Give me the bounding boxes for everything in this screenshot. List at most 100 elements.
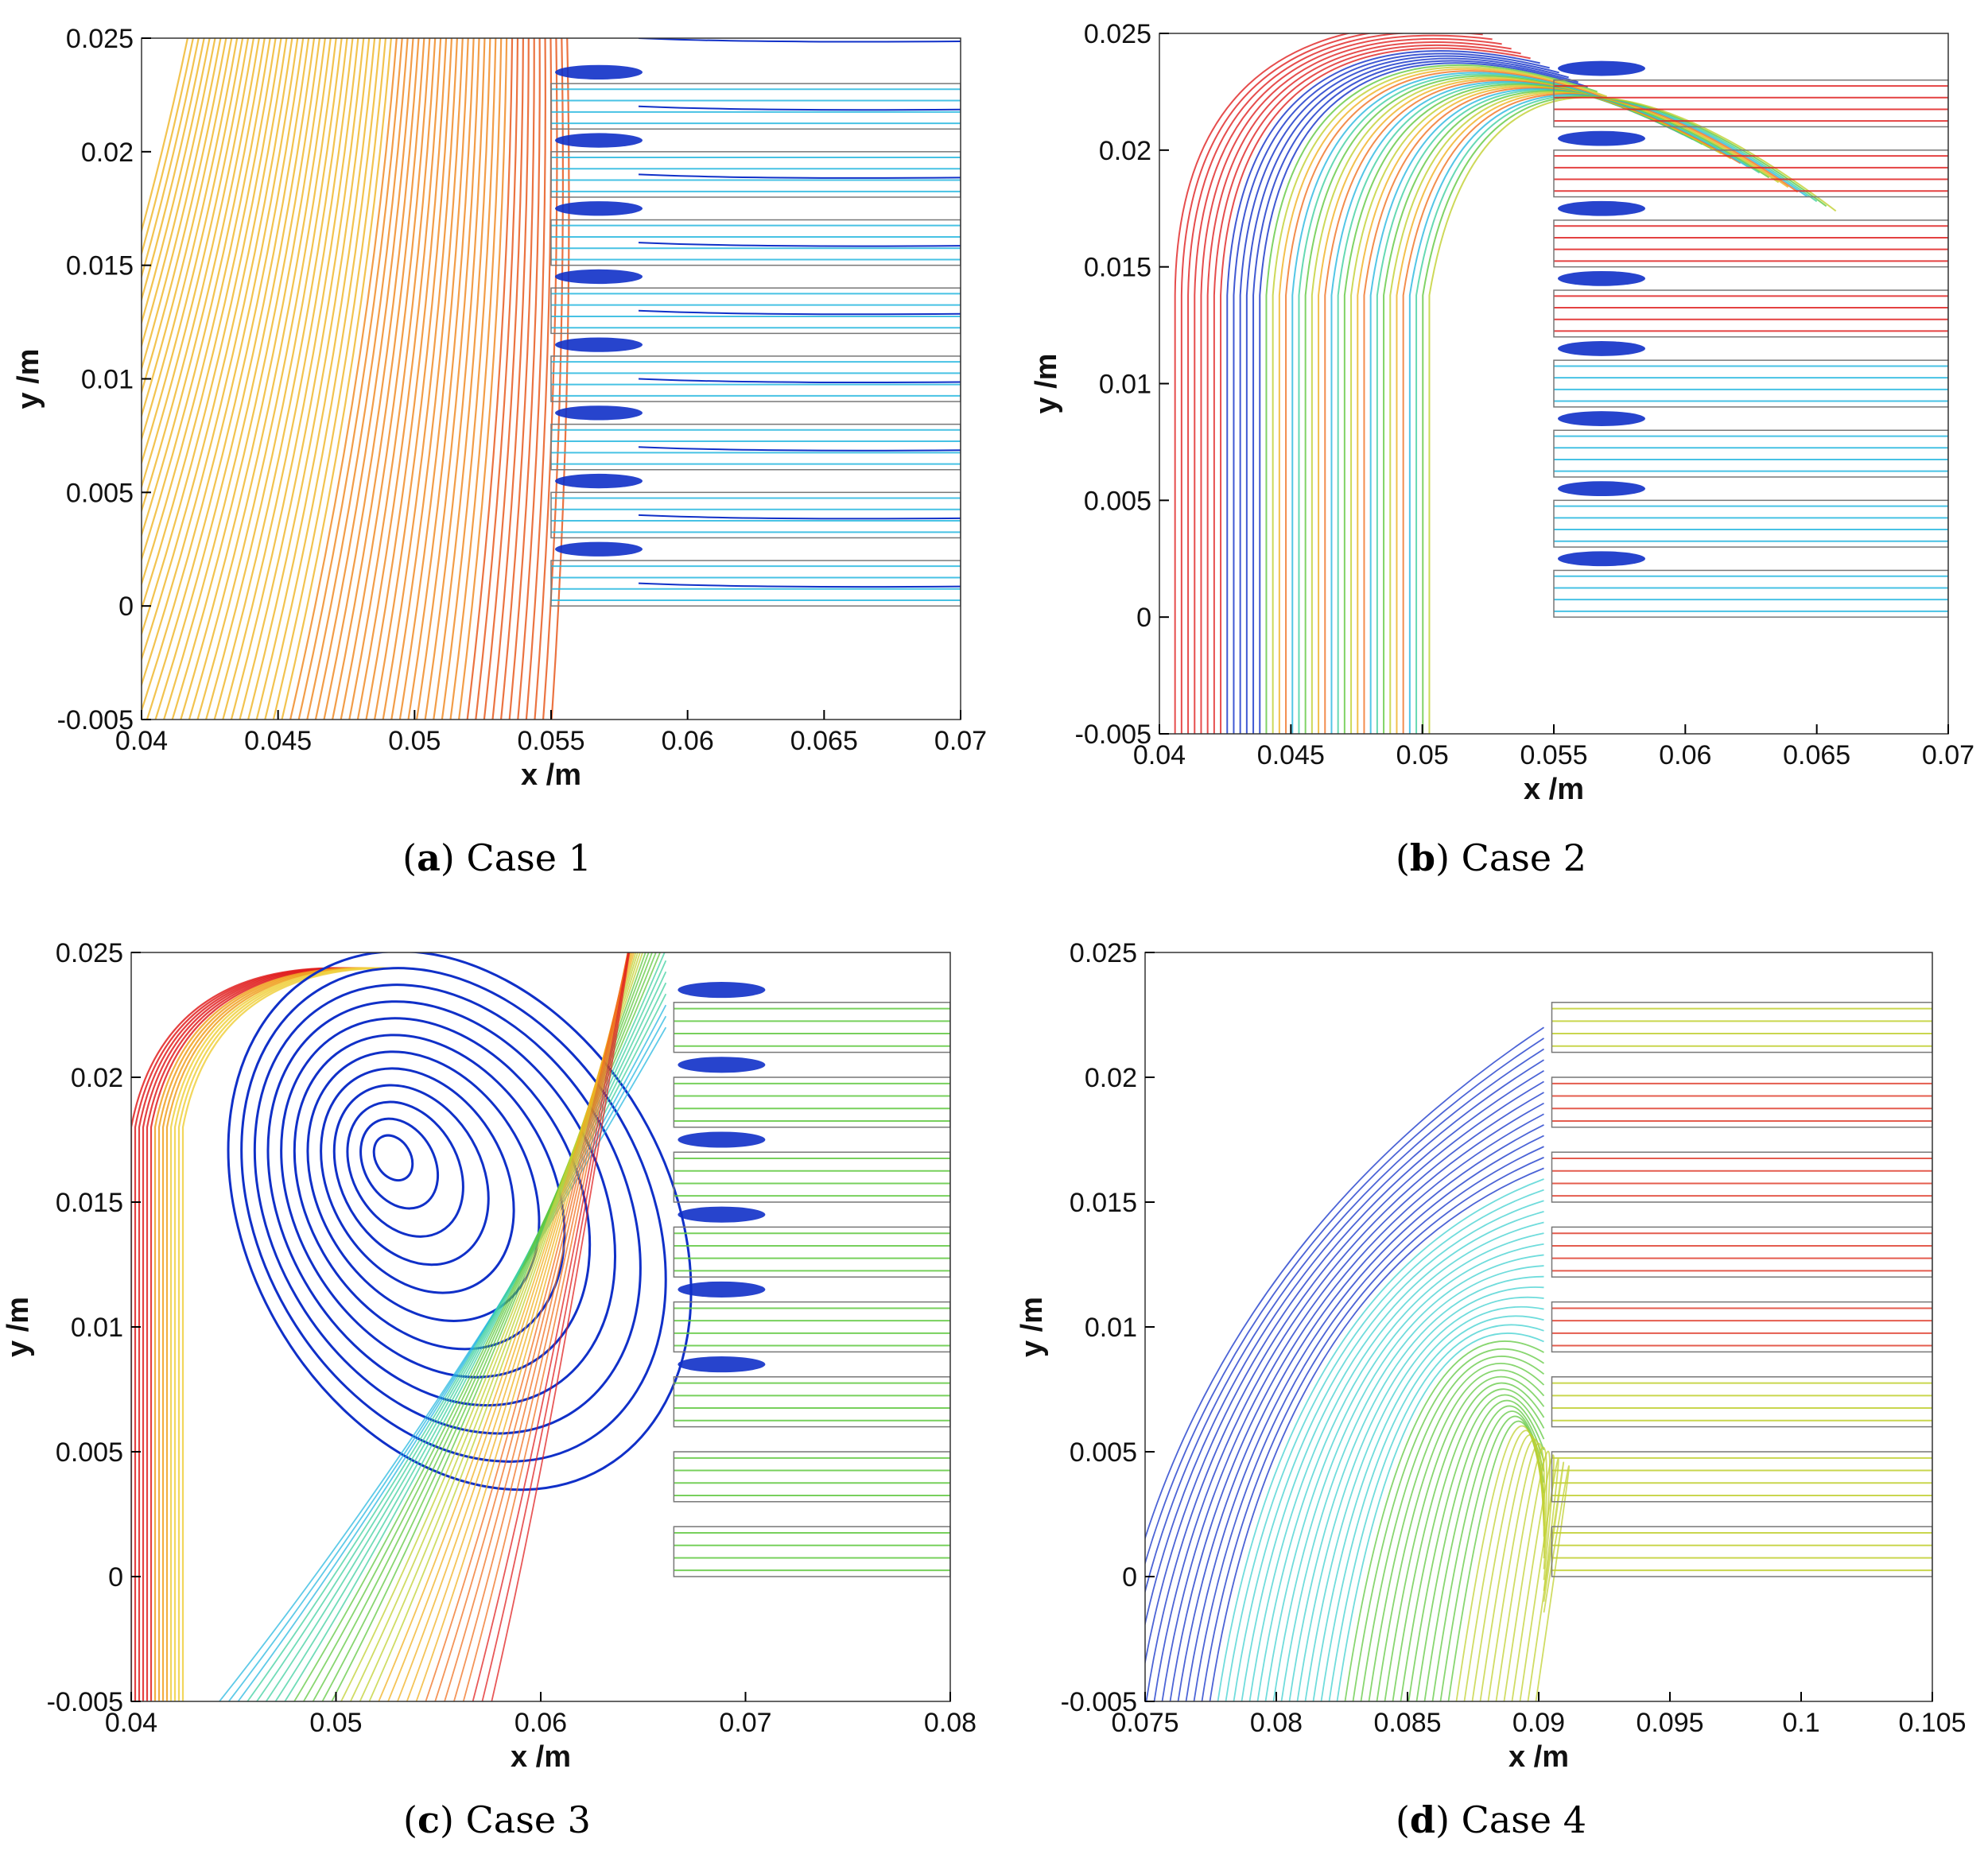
vortex-loop (227, 952, 693, 1492)
caption-d: (d) Case 4 (1395, 1798, 1587, 1841)
streamline (382, 38, 458, 720)
streamline (1217, 1178, 1544, 1701)
x-tick-label: 0.06 (1659, 740, 1711, 770)
streamline (213, 38, 348, 720)
y-tick-label: -0.005 (1075, 720, 1151, 750)
x-tick-label: 0.045 (244, 726, 312, 756)
recirculation-bubble (555, 405, 643, 421)
streamline (1463, 1429, 1545, 1701)
streamline (264, 38, 382, 720)
vortex-loop (266, 1000, 616, 1407)
streamline (1252, 60, 1578, 734)
streamline (1245, 57, 1569, 734)
y-tick-label: 0.005 (56, 1437, 123, 1468)
streamline (142, 38, 205, 303)
streamline (1241, 1211, 1544, 1701)
streamline (517, 38, 546, 720)
streamline (434, 952, 629, 1701)
y-axis-label: y /m (12, 348, 45, 409)
streamline (142, 38, 288, 662)
x-tick-label: 0.05 (309, 1708, 362, 1738)
channel-wall (1551, 1526, 1932, 1577)
y-tick-label: 0.015 (66, 251, 134, 281)
streamline (1392, 1382, 1545, 1701)
vortex-loop (240, 967, 667, 1463)
streamline (1368, 1362, 1545, 1701)
streamline (1209, 1167, 1544, 1701)
y-tick-label: 0 (1136, 603, 1151, 633)
streamline (1226, 50, 1540, 734)
recirculation-bubble (555, 64, 643, 80)
streamline (1193, 1146, 1544, 1701)
channel-wall (1553, 359, 1948, 408)
streamline (1169, 1113, 1544, 1701)
streamline (1265, 64, 1598, 734)
wake-streamline (638, 514, 961, 520)
streamline (323, 38, 420, 720)
streamline (1439, 1415, 1545, 1701)
y-tick-label: 0.025 (1084, 19, 1151, 49)
flow-field (142, 38, 961, 720)
y-tick-label: 0.005 (1084, 486, 1151, 516)
streamline (390, 38, 464, 720)
streamline (1376, 1369, 1545, 1701)
y-tick-label: 0.015 (1070, 1188, 1137, 1218)
streamline (1256, 1232, 1544, 1701)
vortex-loop (280, 1017, 592, 1379)
caption-c: (c) Case 3 (403, 1798, 591, 1841)
streamline (1360, 1356, 1545, 1701)
plot-panel-b: 0.04 0.045 0.05 0.055 0.06 0.065 0.07 -0.005 0 0.… (1030, 19, 1974, 806)
recirculation-bubble (555, 337, 643, 352)
x-tick-label: 0.07 (1922, 740, 1974, 770)
y-tick-label: 0.02 (1085, 1063, 1137, 1093)
recirculation-bubble (1558, 270, 1645, 286)
streamline (1280, 1265, 1544, 1701)
recirculation-bubble (1558, 200, 1645, 216)
flow-field (1174, 33, 1948, 734)
channel-wall (550, 83, 961, 130)
channel-wall (1551, 1151, 1932, 1203)
streamline (1369, 88, 1751, 734)
channel-wall (1553, 569, 1948, 618)
streamline (433, 38, 491, 720)
y-tick-label: 0.015 (1084, 253, 1151, 283)
streamline (218, 1026, 667, 1701)
recirculation-bubble (555, 473, 643, 489)
streamline (142, 38, 299, 714)
streamline (142, 38, 216, 349)
streamline (1213, 44, 1521, 734)
channel-wall (673, 1451, 950, 1503)
x-tick-label: 0.05 (388, 726, 441, 756)
streamline (525, 38, 553, 720)
wake-streamline (638, 309, 961, 316)
streamline (1194, 34, 1493, 734)
x-tick-label: 0.09 (1512, 1708, 1565, 1738)
streamline (142, 38, 189, 235)
streamline (1233, 52, 1550, 734)
streamline (1239, 55, 1559, 734)
vortex-loop (320, 1067, 515, 1294)
x-tick-label: 0.07 (719, 1708, 771, 1738)
streamline (142, 38, 244, 466)
channel-wall (1551, 1376, 1932, 1428)
y-tick-label: -0.005 (47, 1687, 123, 1717)
wake-streamline (638, 378, 961, 383)
streamline (1200, 37, 1502, 734)
streamline (230, 38, 359, 720)
x-tick-label: 0.055 (1520, 740, 1587, 770)
streamline (1431, 1410, 1545, 1701)
y-tick-label: 0.025 (56, 938, 123, 968)
streamline (1201, 1156, 1544, 1701)
streamline (1264, 1243, 1544, 1701)
channel-wall (1551, 1301, 1932, 1353)
y-tick-label: 0.01 (1085, 1313, 1137, 1343)
streamline (1495, 1446, 1547, 1701)
channel-wall (1553, 219, 1948, 268)
streamline (1428, 96, 1837, 734)
x-tick-label: 0.07 (934, 726, 987, 756)
channel-wall (673, 1226, 950, 1278)
streamline (550, 38, 570, 720)
streamline (1415, 95, 1818, 734)
streamline (1422, 95, 1827, 734)
x-tick-label: 0.075 (1111, 1708, 1178, 1738)
